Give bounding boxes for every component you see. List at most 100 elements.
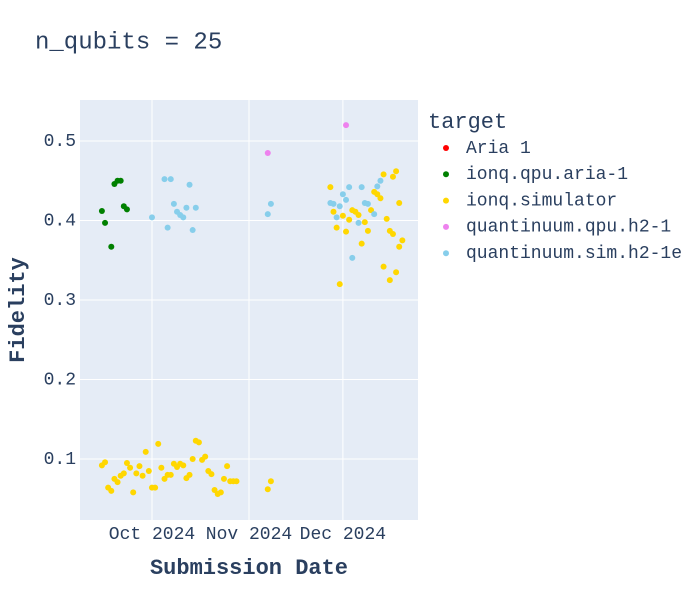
point <box>267 478 274 485</box>
point <box>396 243 403 250</box>
point <box>217 489 224 496</box>
point <box>202 453 209 460</box>
point <box>155 440 162 447</box>
y-tick-label: 0.5 <box>44 132 76 152</box>
legend-marker <box>443 171 449 178</box>
point <box>330 200 337 207</box>
point <box>267 200 274 207</box>
point <box>389 231 396 238</box>
legend-label: Aria 1 <box>466 139 531 159</box>
point <box>136 463 143 470</box>
point <box>186 471 193 478</box>
point <box>102 459 109 466</box>
point <box>380 171 387 178</box>
x-axis-title: Submission Date <box>150 556 348 581</box>
point <box>339 191 346 198</box>
x-tick-label: Nov 2024 <box>206 525 292 545</box>
point <box>167 471 174 478</box>
point <box>377 177 384 184</box>
series <box>98 168 406 498</box>
point <box>396 200 403 207</box>
point <box>393 168 400 175</box>
point <box>208 471 215 478</box>
point <box>224 463 231 470</box>
point <box>361 219 368 226</box>
x-tick-label: Dec 2024 <box>300 525 386 545</box>
point <box>327 184 334 191</box>
point <box>343 196 350 203</box>
point <box>170 200 177 207</box>
y-tick-label: 0.1 <box>44 450 76 470</box>
point <box>108 243 115 250</box>
legend-label: ionq.simulator <box>466 191 617 211</box>
point <box>189 227 196 234</box>
point <box>399 237 406 244</box>
point <box>180 462 187 469</box>
point <box>186 181 193 188</box>
legend-marker <box>443 223 449 230</box>
point <box>336 281 343 288</box>
point <box>142 448 149 455</box>
point <box>346 216 353 223</box>
series <box>264 122 350 156</box>
point <box>364 200 371 207</box>
point <box>343 228 350 235</box>
point <box>108 487 115 494</box>
grid <box>80 100 418 520</box>
y-tick-label: 0.2 <box>44 370 76 390</box>
point <box>343 122 350 129</box>
point <box>380 263 387 270</box>
legend-marker <box>443 197 449 204</box>
point <box>189 456 196 463</box>
point <box>102 219 109 226</box>
point <box>114 479 121 486</box>
y-tick-label: 0.4 <box>44 211 76 231</box>
point <box>389 173 396 180</box>
legend-title: target <box>428 110 507 135</box>
legend-marker <box>443 250 449 257</box>
point <box>330 208 337 215</box>
point <box>123 206 130 213</box>
point <box>195 439 202 446</box>
point <box>349 254 356 261</box>
point <box>339 212 346 219</box>
point <box>358 240 365 247</box>
point <box>180 214 187 221</box>
point <box>158 464 165 471</box>
point <box>346 184 353 191</box>
point <box>98 207 105 214</box>
legend-label: ionq.qpu.aria-1 <box>466 165 628 185</box>
point <box>264 211 271 218</box>
point <box>167 176 174 183</box>
point <box>148 214 155 221</box>
point <box>333 214 340 221</box>
point <box>117 177 124 184</box>
chart-title: n_qubits = 25 <box>35 29 222 56</box>
point <box>393 269 400 276</box>
point <box>355 219 362 226</box>
point <box>264 486 271 493</box>
point <box>386 277 393 284</box>
point <box>233 478 240 485</box>
y-tick-label: 0.3 <box>44 291 76 311</box>
point <box>264 149 271 156</box>
point <box>145 467 152 474</box>
legend-label: quantinuum.sim.h2-1e <box>466 244 682 264</box>
point <box>133 470 140 477</box>
point <box>377 195 384 202</box>
point <box>383 215 390 222</box>
point <box>192 204 199 211</box>
point <box>127 464 134 471</box>
point <box>139 472 146 479</box>
point <box>161 176 168 183</box>
point <box>336 203 343 210</box>
point <box>355 211 362 218</box>
point <box>164 224 171 231</box>
point <box>123 459 130 466</box>
x-tick-label: Oct 2024 <box>109 525 195 545</box>
legend-marker <box>443 145 449 151</box>
point <box>358 184 365 191</box>
series <box>98 177 130 250</box>
point <box>364 227 371 234</box>
